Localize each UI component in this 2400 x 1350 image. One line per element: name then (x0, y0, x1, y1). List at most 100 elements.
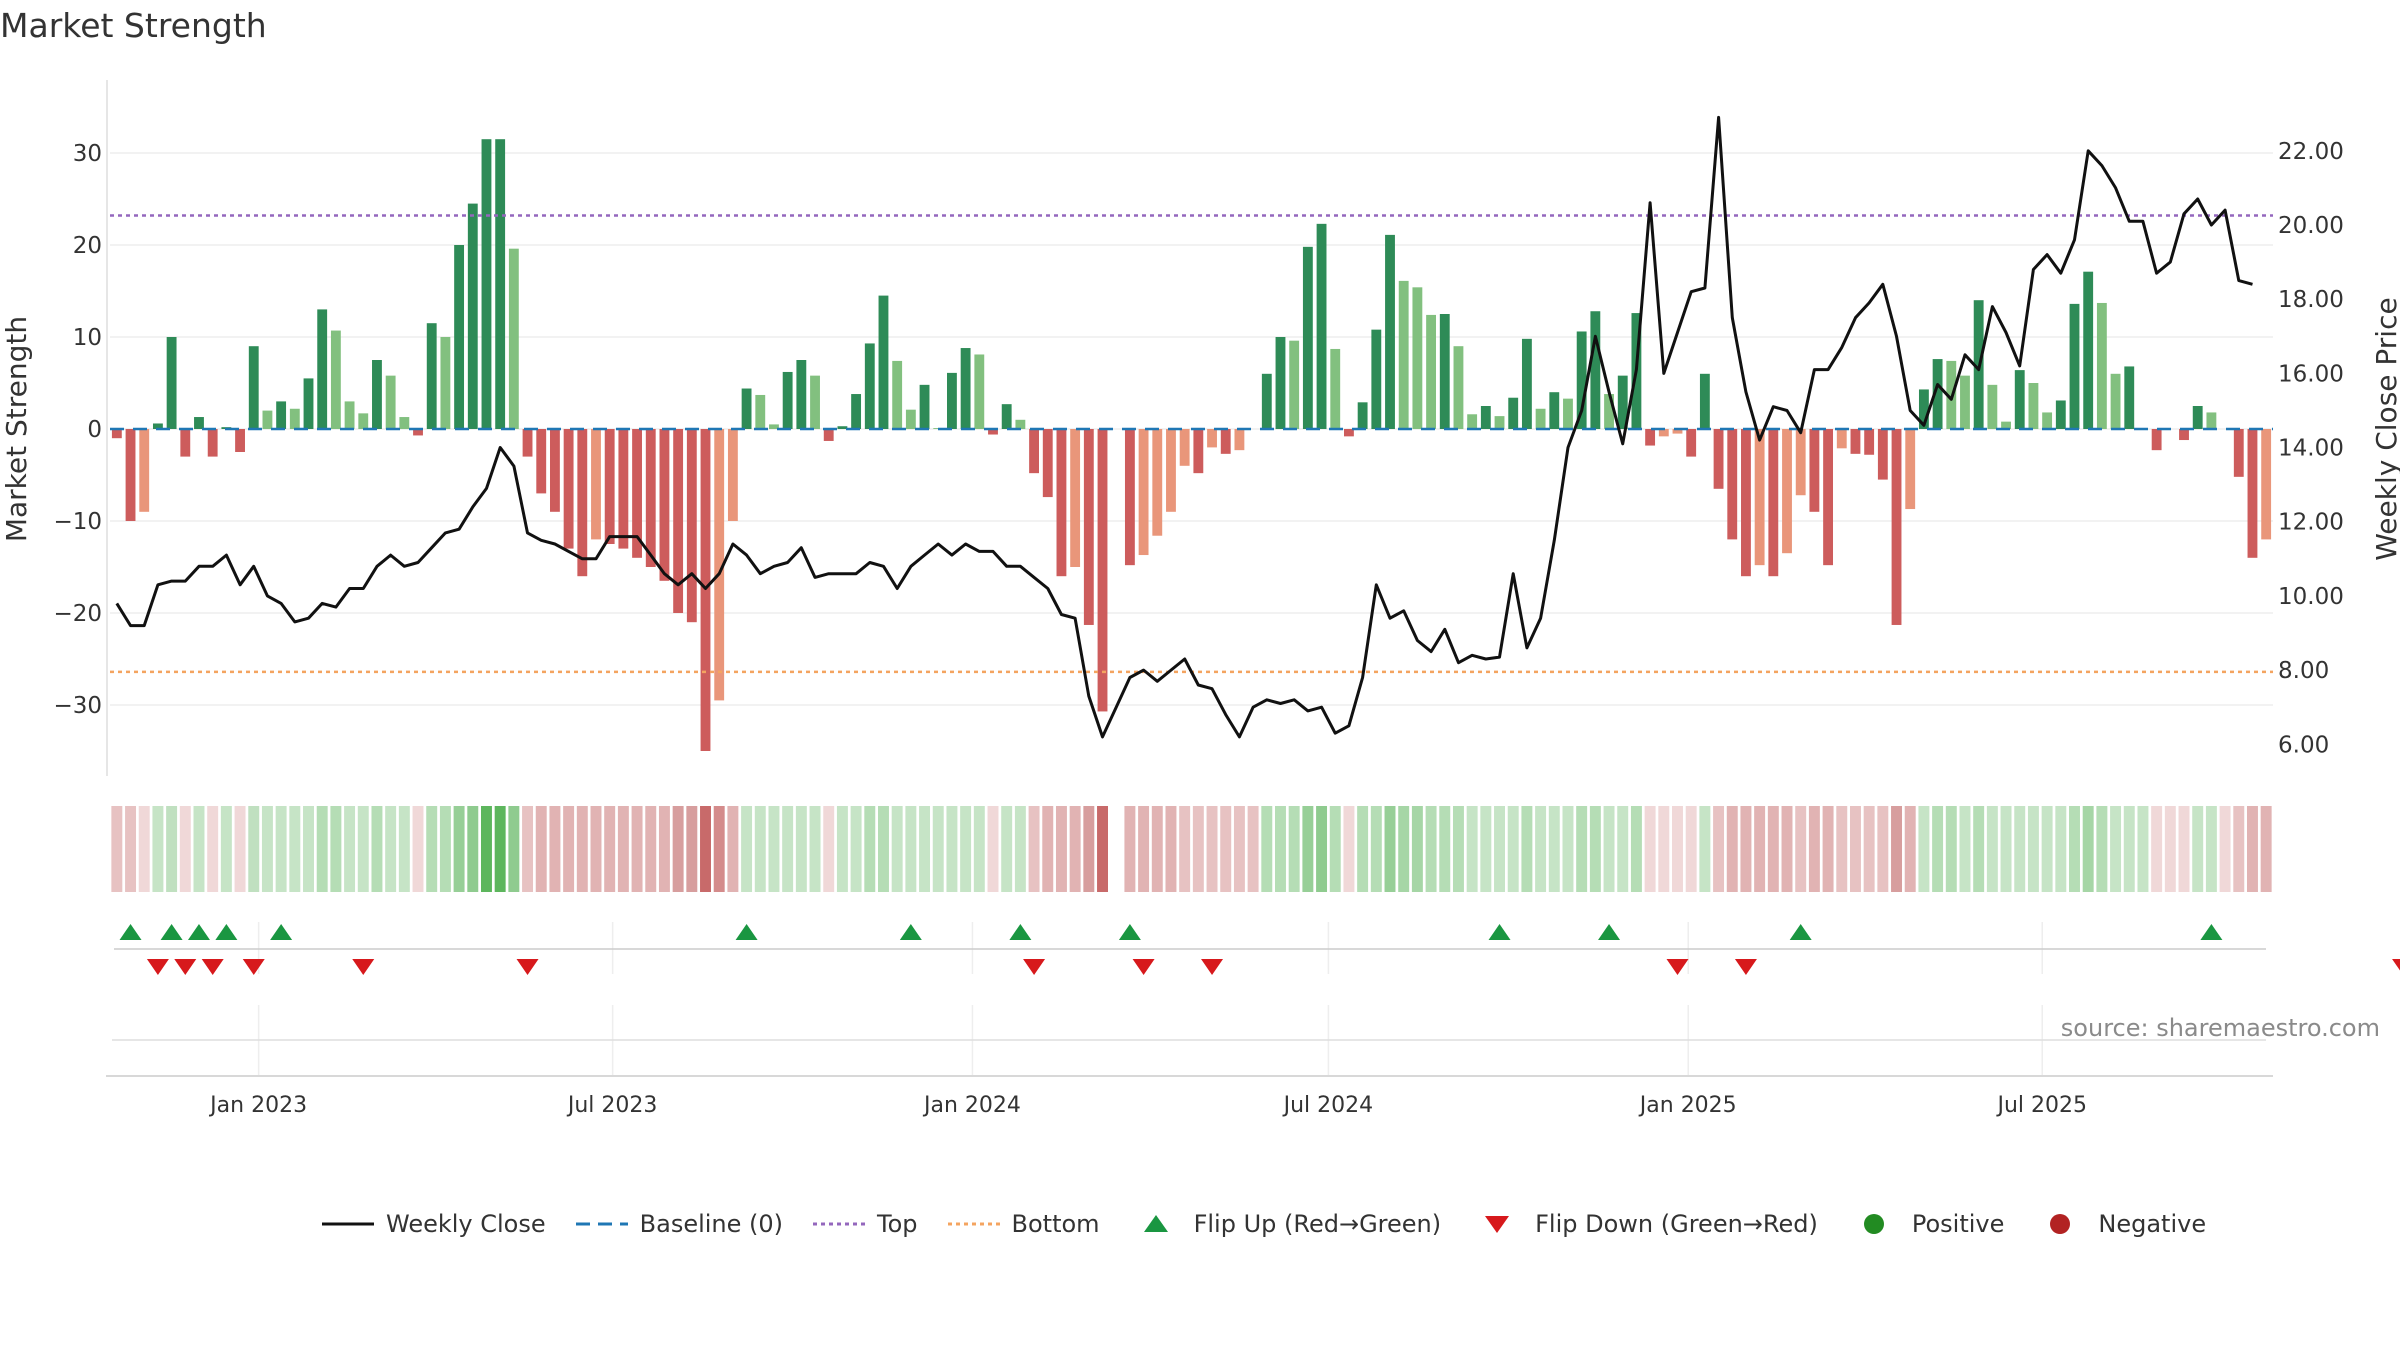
strength-bar (1439, 314, 1450, 429)
heat-cell (864, 806, 876, 892)
strength-bar (303, 378, 314, 429)
heat-cell (604, 806, 616, 892)
strength-bar (262, 410, 273, 429)
heat-cell (2178, 806, 2190, 892)
heat-cell (426, 806, 438, 892)
heat-cell (1097, 806, 1108, 892)
heat-cell (672, 806, 684, 892)
strength-bar (2233, 429, 2244, 477)
heat-cell (1288, 806, 1300, 892)
strength-bar (1480, 406, 1491, 429)
heat-cell (1411, 806, 1423, 892)
heat-cell (2082, 806, 2094, 892)
heat-cell (1055, 806, 1067, 892)
strength-bar (2055, 400, 2066, 429)
strength-bar (385, 375, 396, 429)
heat-cell (727, 806, 739, 892)
heat-cell (494, 806, 506, 892)
right-tick-label: 10.00 (2278, 584, 2344, 610)
strength-bar (2001, 421, 2011, 429)
heat-cell (207, 806, 219, 892)
heat-cell (1192, 806, 1204, 892)
strength-bar (1672, 429, 1683, 434)
strength-bar (2014, 370, 2025, 429)
heat-cell (631, 806, 643, 892)
heat-cell (234, 806, 246, 892)
strength-bar (659, 429, 670, 581)
strength-bar (1809, 429, 1820, 512)
strength-bar (1686, 429, 1697, 457)
heat-cell (261, 806, 273, 892)
strength-bar (2069, 303, 2080, 429)
x-tick-label: Jul 2025 (1995, 1093, 2087, 1118)
strength-bar (1152, 429, 1163, 536)
strength-bar (1741, 429, 1751, 577)
heat-cell (1138, 806, 1150, 892)
strength-bar (755, 394, 766, 429)
heat-cell (1740, 806, 1752, 892)
strength-bar (1617, 375, 1628, 429)
heat-cell (1630, 806, 1642, 892)
strength-bar (1836, 429, 1847, 449)
strength-bar (604, 429, 615, 544)
strength-bar (1234, 429, 1245, 451)
heat-cell (1124, 806, 1136, 892)
heat-cell (1439, 806, 1451, 892)
heat-cell (782, 806, 794, 892)
heat-cell (1247, 806, 1259, 892)
strength-bar (1932, 359, 1943, 429)
strength-bar (372, 360, 382, 429)
baseline-swatch (575, 1222, 628, 1226)
right-tick-label: 20.00 (2278, 213, 2344, 239)
legend-negative: Negative (2030, 1210, 2206, 1238)
strength-bar (810, 375, 820, 429)
heat-cell (371, 806, 383, 892)
legend-baseline: Baseline (0) (572, 1210, 783, 1238)
strength-bar (946, 372, 957, 429)
strength-bar (194, 417, 204, 429)
strength-bar (960, 348, 971, 429)
strength-bar (317, 309, 328, 429)
strength-bar (2083, 271, 2094, 429)
heat-cell (2041, 806, 2053, 892)
heat-cell (576, 806, 588, 892)
left-tick-label: −20 (53, 601, 102, 627)
heat-cell (2233, 806, 2245, 892)
flip-up-swatch (1143, 1215, 1168, 1232)
heat-cell (535, 806, 547, 892)
strength-bar (714, 429, 725, 701)
strength-bar (1289, 340, 1300, 429)
heat-cell (111, 806, 123, 892)
strength-bar (1138, 429, 1149, 556)
heat-cell (1973, 806, 1985, 892)
heat-cell (1562, 806, 1574, 892)
flip-up-marker (1598, 924, 1621, 940)
heat-cell (1357, 806, 1369, 892)
heat-cell (2246, 806, 2258, 892)
flip-up-marker (1009, 924, 1032, 940)
strength-bar (413, 429, 423, 436)
heat-cell (1110, 806, 1122, 892)
heat-cell (1836, 806, 1848, 892)
heat-cell (1849, 806, 1861, 892)
left-tick-label: 20 (73, 233, 102, 259)
left-tick-label: 0 (87, 417, 102, 443)
legend-bottom: Bottom (944, 1210, 1100, 1238)
flip-up-marker (119, 924, 142, 940)
strength-bar (1864, 429, 1875, 455)
heat-cell (1548, 806, 1560, 892)
heat-cell (2096, 806, 2108, 892)
heat-cell (412, 806, 424, 892)
left-tick-label: 10 (73, 325, 102, 351)
strength-bar (111, 429, 122, 439)
heat-cell (1658, 806, 1670, 892)
right-tick-label: 6.00 (2278, 732, 2329, 758)
strength-bar (1604, 394, 1614, 429)
flip-down-marker (1666, 959, 1689, 975)
top-swatch (813, 1222, 866, 1226)
heat-cell (467, 806, 479, 892)
heat-cell (1494, 806, 1505, 892)
x-tick-label: Jan 2024 (922, 1093, 1021, 1118)
strength-bar (1453, 346, 1464, 429)
strength-bar (1015, 419, 1026, 429)
